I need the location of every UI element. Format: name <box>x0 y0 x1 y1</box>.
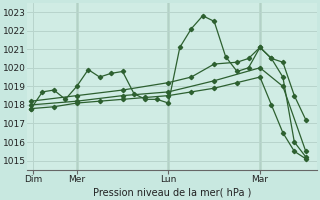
X-axis label: Pression niveau de la mer( hPa ): Pression niveau de la mer( hPa ) <box>93 187 252 197</box>
